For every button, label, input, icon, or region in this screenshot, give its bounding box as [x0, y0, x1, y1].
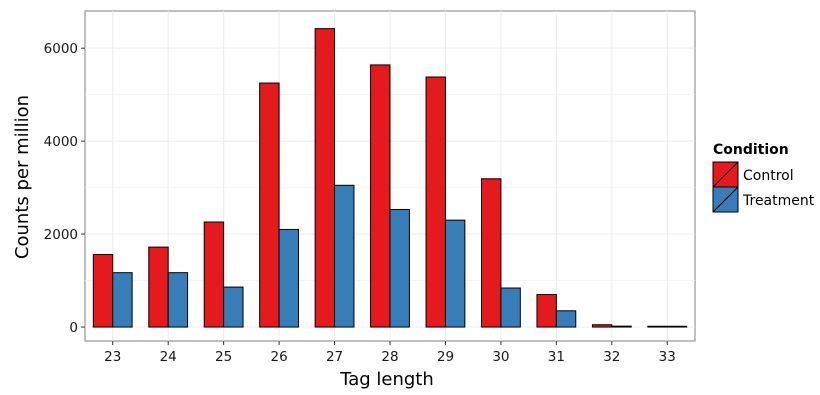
bar-treatment-24 [167, 272, 189, 328]
bar-treatment-31 [555, 310, 577, 328]
y-tick-label: 0 [69, 320, 78, 336]
x-axis-title: Tag length [339, 369, 434, 390]
x-tick-label: 32 [603, 349, 620, 365]
bar-control-33 [647, 325, 668, 328]
x-tick-label: 26 [270, 349, 287, 365]
bar-treatment-28 [389, 208, 410, 328]
legend-title: Condition [713, 142, 789, 158]
bars [92, 28, 688, 328]
x-tick-label: 25 [215, 349, 232, 365]
bar-treatment-26 [278, 228, 300, 328]
legend-key-control [712, 161, 739, 188]
x-tick-label: 28 [381, 349, 398, 365]
bar-control-25 [203, 221, 225, 328]
bar-control-32 [591, 324, 613, 328]
bar-treatment-33 [666, 325, 688, 328]
legend-label-treatment: Treatment [742, 193, 815, 209]
x-tick-label: 33 [659, 349, 676, 365]
x-tick-label: 30 [492, 349, 509, 365]
y-tick-label: 6000 [44, 41, 78, 57]
bar-control-23 [92, 254, 114, 328]
legend-key-treatment [712, 186, 739, 213]
x-tick-label: 31 [548, 349, 565, 365]
legend-label-control: Control [743, 168, 794, 184]
x-tick-label: 29 [437, 349, 454, 365]
legend-swatch-slash [712, 186, 739, 213]
y-axis-ticks: 0 2000 4000 6000 [44, 41, 85, 336]
legend-swatch-slash [712, 161, 739, 188]
bar-control-29 [425, 76, 446, 328]
bar-control-28 [370, 64, 391, 328]
bar-control-27 [314, 28, 336, 328]
legend-items: Control Treatment [712, 161, 815, 213]
bar-treatment-25 [223, 286, 244, 328]
x-axis-ticks: 23 24 25 26 27 28 29 30 31 32 33 [104, 341, 676, 365]
x-tick-label: 24 [160, 349, 177, 365]
x-tick-label: 27 [326, 349, 343, 365]
bar-treatment-23 [112, 272, 133, 328]
y-axis-title: Counts per million [12, 95, 33, 259]
legend: Condition Control Treatment [712, 142, 815, 213]
bar-treatment-29 [444, 219, 466, 328]
x-tick-label: 23 [104, 349, 121, 365]
bar-control-30 [481, 178, 502, 328]
bar-treatment-27 [334, 184, 355, 328]
y-tick-label: 4000 [44, 134, 78, 150]
bar-control-26 [259, 82, 280, 328]
bar-treatment-30 [500, 287, 521, 328]
y-tick-label: 2000 [44, 227, 78, 243]
bar-treatment-32 [611, 325, 632, 328]
bar-control-24 [148, 246, 169, 328]
bar-control-31 [536, 294, 557, 328]
